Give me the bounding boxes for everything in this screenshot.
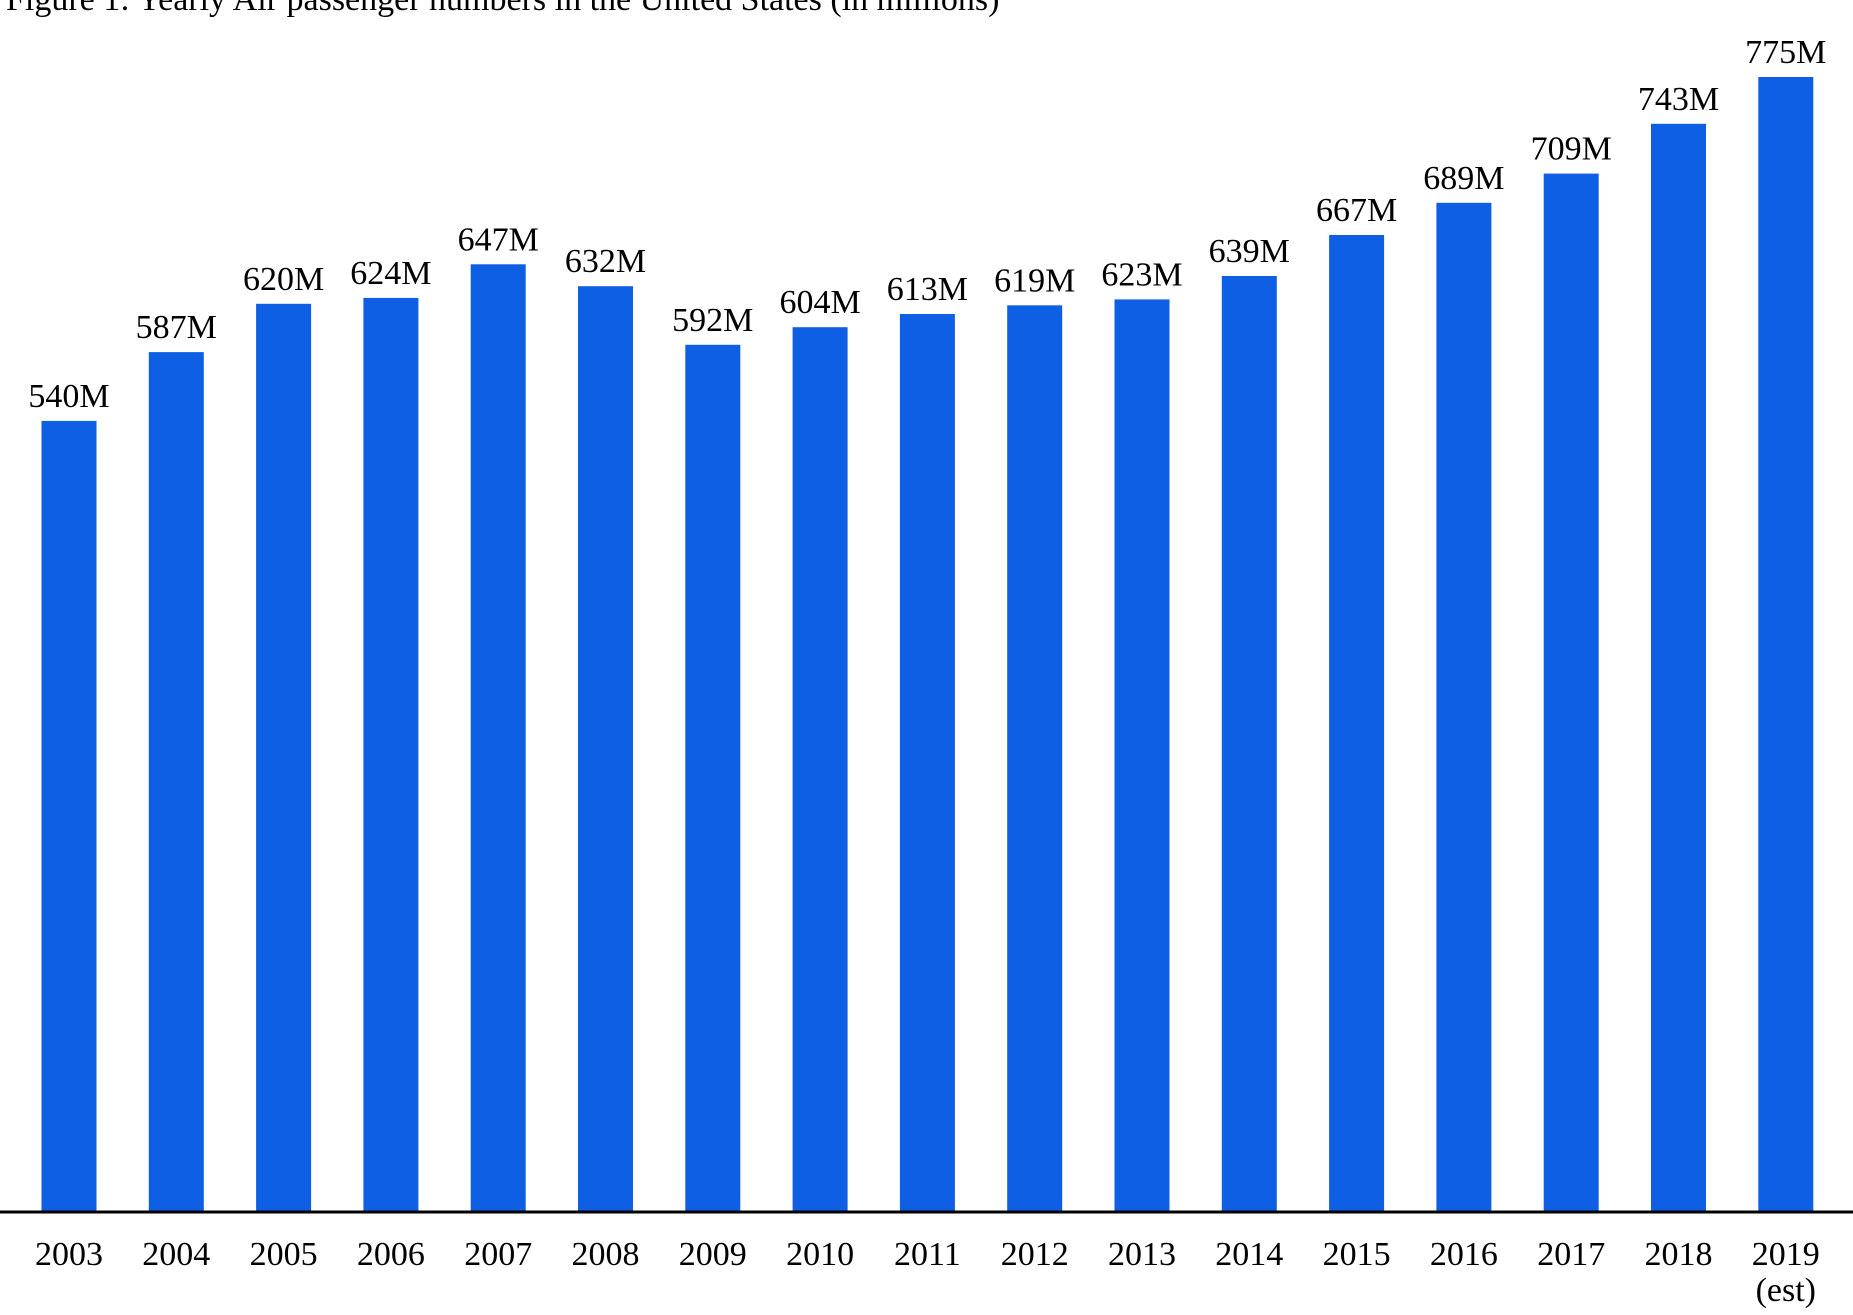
data-label: 592M <box>672 302 753 339</box>
x-tick-label: 2016 <box>1430 1236 1498 1273</box>
x-tick-label: 2004 <box>142 1236 210 1273</box>
x-tick-label: 2018 <box>1645 1236 1713 1273</box>
x-tick-label: 2008 <box>572 1236 640 1273</box>
x-tick-label: 2009 <box>679 1236 747 1273</box>
bar-2008 <box>578 286 633 1211</box>
data-label: 540M <box>28 378 109 415</box>
bar-2017 <box>1543 173 1599 1212</box>
x-tick-label: 2005 <box>250 1236 318 1273</box>
bar-2009 <box>685 344 741 1211</box>
x-tick-label: 2019 (est) <box>1752 1236 1820 1309</box>
bar-2016 <box>1436 202 1492 1212</box>
x-tick-label: 2007 <box>464 1236 532 1273</box>
x-tick-label: 2015 <box>1323 1236 1391 1273</box>
bar-2004 <box>148 352 204 1212</box>
bar-2007 <box>470 264 526 1211</box>
bar-2013 <box>1114 299 1170 1211</box>
data-label: 775M <box>1745 34 1826 71</box>
data-label: 689M <box>1423 160 1504 197</box>
data-label: 620M <box>243 261 324 298</box>
data-label: 709M <box>1531 131 1612 168</box>
chart-title: Figure 1: Yearly Air passenger numbers i… <box>6 0 999 18</box>
data-label: 647M <box>458 221 539 258</box>
data-label: 743M <box>1638 81 1719 118</box>
data-label: 623M <box>1101 256 1182 293</box>
data-label: 624M <box>350 255 431 292</box>
bar-2010 <box>792 327 848 1211</box>
x-tick-label: 2003 <box>35 1236 103 1273</box>
bar-2015 <box>1329 235 1385 1211</box>
data-label: 632M <box>565 243 646 280</box>
bar-2005 <box>256 303 312 1211</box>
bar-2003 <box>41 420 97 1211</box>
data-label: 613M <box>887 271 968 308</box>
x-tick-label: 2013 <box>1108 1236 1176 1273</box>
x-tick-label: 2014 <box>1215 1236 1283 1273</box>
value-labels-group: 540M 587M 620M 624M 647M 632M 592M 604M 613M 619M… <box>28 34 1826 415</box>
bar-2011 <box>899 314 955 1211</box>
data-label: 667M <box>1316 192 1397 229</box>
data-label: 604M <box>779 284 860 321</box>
x-tick-label: 2011 <box>894 1236 961 1273</box>
x-tick-label: 2006 <box>357 1236 425 1273</box>
bar-2019-est <box>1758 77 1814 1211</box>
x-tick-label: 2010 <box>786 1236 854 1273</box>
x-tick-label: 2012 <box>1001 1236 1069 1273</box>
bar-2018 <box>1651 123 1706 1211</box>
data-label: 587M <box>136 309 217 346</box>
bar-2012 <box>1007 305 1063 1211</box>
data-label: 619M <box>994 262 1075 299</box>
bars-group <box>41 77 1814 1212</box>
x-tick-label: 2017 <box>1537 1236 1605 1273</box>
bar-2006 <box>363 297 419 1211</box>
data-label: 639M <box>1209 233 1290 270</box>
x-tick-labels: 2003 2004 2005 2006 2007 2008 2009 2010 2011 2012… <box>35 1236 1820 1309</box>
bar-2014 <box>1221 276 1277 1211</box>
